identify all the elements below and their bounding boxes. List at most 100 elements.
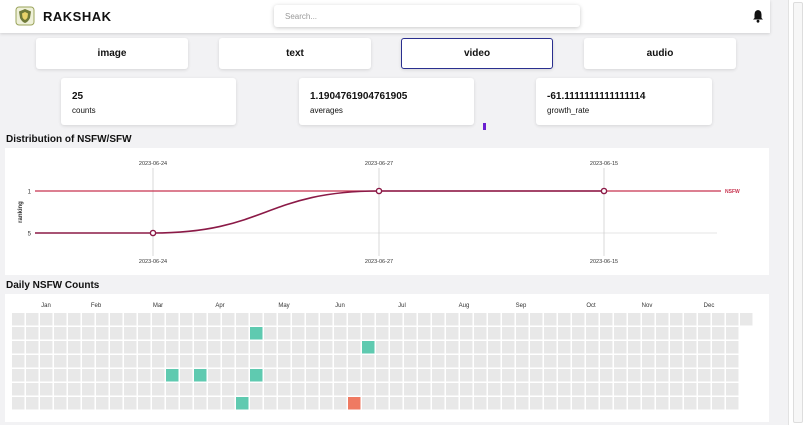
heatmap-cell[interactable] <box>54 327 67 340</box>
heatmap-cell[interactable] <box>222 327 235 340</box>
heatmap-cell[interactable] <box>292 397 305 410</box>
heatmap-cell[interactable] <box>306 369 319 382</box>
heatmap-cell[interactable] <box>502 327 515 340</box>
heatmap-cell[interactable] <box>642 341 655 354</box>
heatmap-cell[interactable] <box>362 313 375 326</box>
heatmap-cell[interactable] <box>320 355 333 368</box>
heatmap-cell[interactable] <box>334 341 347 354</box>
heatmap-cell[interactable] <box>54 313 67 326</box>
heatmap-cell[interactable] <box>264 327 277 340</box>
heatmap-cell[interactable] <box>460 327 473 340</box>
heatmap-cell[interactable] <box>348 327 361 340</box>
heatmap-cell[interactable] <box>96 397 109 410</box>
heatmap-cell[interactable] <box>558 397 571 410</box>
heatmap-cell[interactable] <box>446 397 459 410</box>
heatmap-cell[interactable] <box>40 369 53 382</box>
heatmap-cell[interactable] <box>474 327 487 340</box>
heatmap-cell[interactable] <box>110 313 123 326</box>
heatmap-cell[interactable] <box>278 327 291 340</box>
heatmap-cell[interactable] <box>516 341 529 354</box>
heatmap-cell[interactable] <box>180 341 193 354</box>
heatmap-cell[interactable] <box>194 397 207 410</box>
heatmap-cell[interactable] <box>222 313 235 326</box>
heatmap-cell[interactable] <box>82 369 95 382</box>
heatmap-cell[interactable] <box>362 355 375 368</box>
heatmap-cell[interactable] <box>306 341 319 354</box>
heatmap-cell[interactable] <box>376 327 389 340</box>
heatmap-cell[interactable] <box>446 369 459 382</box>
heatmap-cell[interactable] <box>166 355 179 368</box>
heatmap-cell[interactable] <box>572 327 585 340</box>
heatmap-cell[interactable] <box>600 355 613 368</box>
heatmap-cell[interactable] <box>54 355 67 368</box>
heatmap-cell[interactable] <box>292 355 305 368</box>
heatmap-cell[interactable] <box>208 313 221 326</box>
heatmap-cell[interactable] <box>600 327 613 340</box>
heatmap-cell[interactable] <box>572 397 585 410</box>
heatmap-cell[interactable] <box>54 369 67 382</box>
heatmap-cell[interactable] <box>110 397 123 410</box>
heatmap-cell[interactable] <box>600 383 613 396</box>
heatmap-cell[interactable] <box>544 397 557 410</box>
data-point[interactable] <box>600 187 608 195</box>
heatmap-cell[interactable] <box>180 383 193 396</box>
heatmap-cell[interactable] <box>446 341 459 354</box>
heatmap-cell[interactable] <box>54 383 67 396</box>
heatmap-cell[interactable] <box>68 397 81 410</box>
heatmap-cell[interactable] <box>712 327 725 340</box>
heatmap-cell[interactable] <box>488 355 501 368</box>
heatmap-cell[interactable] <box>432 313 445 326</box>
heatmap-cell[interactable] <box>712 383 725 396</box>
heatmap-cell[interactable] <box>236 327 249 340</box>
heatmap-cell[interactable] <box>656 327 669 340</box>
heatmap-cell[interactable] <box>278 369 291 382</box>
heatmap-cell[interactable] <box>432 369 445 382</box>
heatmap-cell[interactable] <box>250 397 263 410</box>
heatmap-cell[interactable] <box>670 327 683 340</box>
heatmap-cell[interactable] <box>726 327 739 340</box>
heatmap-cell[interactable] <box>40 313 53 326</box>
heatmap-cell[interactable] <box>404 341 417 354</box>
heatmap-cell-active[interactable] <box>236 397 249 410</box>
heatmap-cell[interactable] <box>390 355 403 368</box>
tab-image[interactable]: image <box>36 38 188 69</box>
heatmap-cell[interactable] <box>180 313 193 326</box>
heatmap-cell[interactable] <box>586 341 599 354</box>
heatmap-cell[interactable] <box>460 397 473 410</box>
heatmap-cell[interactable] <box>614 383 627 396</box>
heatmap-cell[interactable] <box>502 369 515 382</box>
heatmap-cell[interactable] <box>642 313 655 326</box>
heatmap-cell[interactable] <box>278 355 291 368</box>
heatmap-cell[interactable] <box>418 341 431 354</box>
heatmap-cell[interactable] <box>320 341 333 354</box>
heatmap-cell[interactable] <box>110 355 123 368</box>
scrollbar-thumb[interactable] <box>793 2 803 423</box>
heatmap-cell[interactable] <box>684 355 697 368</box>
heatmap-cell[interactable] <box>152 313 165 326</box>
heatmap-cell[interactable] <box>544 341 557 354</box>
heatmap-cell[interactable] <box>656 355 669 368</box>
heatmap-cell[interactable] <box>432 327 445 340</box>
heatmap-cell[interactable] <box>516 327 529 340</box>
heatmap-cell[interactable] <box>264 397 277 410</box>
heatmap-cell[interactable] <box>194 313 207 326</box>
heatmap-cell[interactable] <box>180 355 193 368</box>
heatmap-cell[interactable] <box>82 341 95 354</box>
heatmap-cell[interactable] <box>222 341 235 354</box>
heatmap-cell[interactable] <box>432 383 445 396</box>
heatmap-cell[interactable] <box>670 397 683 410</box>
heatmap-cell[interactable] <box>614 397 627 410</box>
heatmap-cell[interactable] <box>488 327 501 340</box>
heatmap-cell[interactable] <box>390 341 403 354</box>
heatmap-cell[interactable] <box>530 369 543 382</box>
heatmap-cell[interactable] <box>152 327 165 340</box>
heatmap-cell[interactable] <box>642 397 655 410</box>
heatmap-cell[interactable] <box>236 313 249 326</box>
heatmap-cell[interactable] <box>670 383 683 396</box>
heatmap-cell[interactable] <box>516 369 529 382</box>
heatmap-cell[interactable] <box>404 397 417 410</box>
heatmap-cell[interactable] <box>348 355 361 368</box>
heatmap-cell[interactable] <box>460 313 473 326</box>
heatmap-cell[interactable] <box>292 313 305 326</box>
heatmap-cell[interactable] <box>726 313 739 326</box>
